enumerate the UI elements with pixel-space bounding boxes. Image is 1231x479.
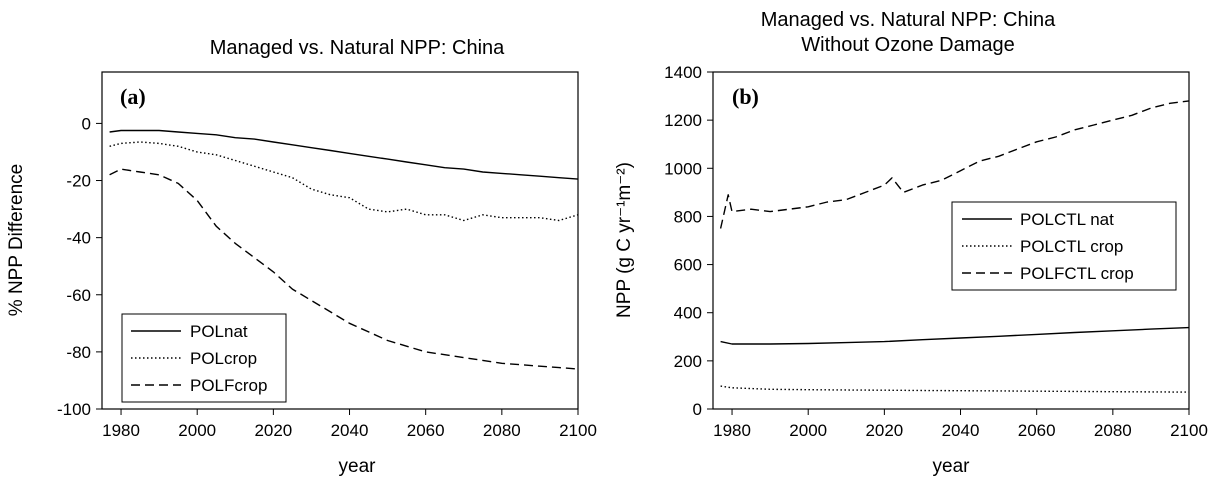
series-line-polnat [109,129,579,180]
legend-label-polfctl-crop: POLFCTL crop [1020,264,1134,283]
panel-a: Managed vs. Natural NPP: China (a) 1980 2… [6,37,597,477]
panel-b: Managed vs. Natural NPP: China Without O… [614,9,1208,477]
x-tick-label: 2100 [559,421,597,440]
panel-a-ticks: 1980 2000 2020 2040 2060 2080 2100 -100 -80 -60 -4… [57,114,597,440]
panel-b-legend: POLCTL nat POLCTL crop POLFCTL crop [951,201,1177,291]
panel-b-subtitle: Without Ozone Damage [801,34,1014,56]
x-tick-label: 2080 [1094,421,1132,440]
x-tick-label: 2040 [331,421,369,440]
y-tick-label: 600 [674,256,702,275]
series-line-polfctl-crop [719,100,1190,229]
panel-a-series [109,129,579,370]
panel-b-label: (b) [732,84,759,109]
panel-b-title: Managed vs. Natural NPP: China [761,9,1056,31]
panel-b-ticks: 1980 2000 2020 2040 2060 2080 2100 0 200 400 600 80… [664,63,1208,440]
panel-a-label: (a) [120,84,146,109]
panel-a-legend: POLnat POLcrop POLFcrop [121,313,287,403]
x-tick-label: 2060 [1018,421,1056,440]
y-tick-label: 1200 [664,111,702,130]
y-tick-label: -80 [66,343,91,362]
x-tick-label: 2020 [865,421,903,440]
panel-b-ylabel: NPP (g C yr⁻¹m⁻²) [614,162,635,318]
x-tick-label: 2100 [1170,421,1208,440]
legend-label-polnat: POLnat [190,322,248,341]
y-tick-label: -60 [66,286,91,305]
y-tick-label: -20 [66,172,91,191]
legend-label-polctl-nat: POLCTL nat [1020,210,1114,229]
x-tick-label: 1980 [713,421,751,440]
panel-a-plot-frame [101,71,579,410]
y-tick-label: -40 [66,229,91,248]
legend-label-polcrop: POLcrop [190,349,257,368]
panel-b-plot-frame [712,71,1190,410]
x-tick-label: 2020 [254,421,292,440]
y-tick-label: 1400 [664,63,702,82]
panel-a-ylabel: % NPP Difference [6,164,27,316]
panel-b-legend-box [951,201,1177,291]
panel-b-xlabel: year [933,456,971,477]
y-tick-label: -100 [57,400,91,419]
series-line-polfcrop [109,168,579,370]
x-tick-label: 2080 [483,421,521,440]
legend-label-polfcrop: POLFcrop [190,376,267,395]
series-line-polctl-nat [720,326,1190,345]
x-tick-label: 2000 [178,421,216,440]
y-tick-label: 200 [674,352,702,371]
series-line-polcrop [109,141,579,222]
y-tick-label: 800 [674,207,702,226]
y-tick-label: 0 [693,400,702,419]
panel-a-title: Managed vs. Natural NPP: China [210,37,505,59]
x-tick-label: 2060 [407,421,445,440]
panel-a-legend-box [121,313,287,403]
panel-a-xlabel: year [339,456,377,477]
series-line-polctl-crop [720,385,1190,393]
x-tick-label: 1980 [102,421,140,440]
y-tick-label: 0 [82,114,91,133]
panel-b-series [719,100,1190,393]
legend-label-polctl-crop: POLCTL crop [1020,237,1123,256]
x-tick-label: 2040 [942,421,980,440]
x-tick-label: 2000 [789,421,827,440]
y-tick-label: 1000 [664,159,702,178]
y-tick-label: 400 [674,304,702,323]
